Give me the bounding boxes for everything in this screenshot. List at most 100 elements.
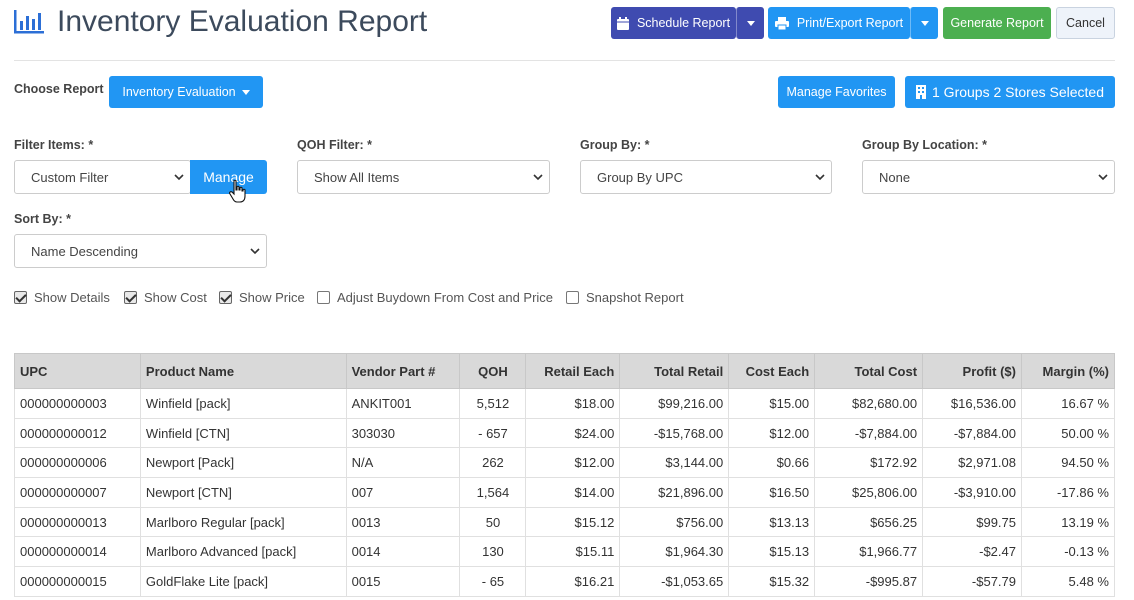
column-header[interactable]: Margin (%) <box>1021 353 1115 389</box>
vendor-part-cell: N/A <box>345 447 461 479</box>
total-retail-cell: -$1,053.65 <box>619 566 730 597</box>
schedule-report-dropdown-toggle[interactable] <box>736 7 764 39</box>
sort-by-select[interactable]: Name Descending <box>14 234 267 268</box>
upc-cell: 000000000007 <box>14 477 141 508</box>
total-retail-cell: $1,964.30 <box>619 536 730 568</box>
chevron-down-icon <box>533 174 543 181</box>
snapshot-report-checkbox[interactable]: Snapshot Report <box>566 290 684 305</box>
show-details-checkbox[interactable]: Show Details <box>14 290 110 305</box>
page-title: Inventory Evaluation Report <box>57 5 428 38</box>
column-header[interactable]: UPC <box>14 353 141 389</box>
total-cost-cell: $656.25 <box>814 506 924 538</box>
manage-favorites-button[interactable]: Manage Favorites <box>778 76 895 108</box>
cost-each-cell: $0.66 <box>728 447 816 479</box>
margin-cell: 5.48 % <box>1021 566 1115 597</box>
column-header[interactable]: Retail Each <box>525 353 621 389</box>
chevron-down-icon <box>250 248 260 255</box>
margin-cell: -0.13 % <box>1021 536 1115 568</box>
profit-cell: -$3,910.00 <box>922 477 1022 508</box>
cost-each-cell: $15.00 <box>728 388 816 419</box>
qoh-cell: 5,512 <box>459 388 527 419</box>
store-groups-button[interactable]: 1 Groups 2 Stores Selected <box>905 76 1115 108</box>
table-row: 000000000015 GoldFlake Lite [pack] 0015 … <box>14 566 1115 597</box>
upc-cell: 000000000003 <box>14 388 141 419</box>
group-by-select[interactable]: Group By UPC <box>580 160 832 194</box>
total-cost-cell: $82,680.00 <box>814 388 924 419</box>
sort-by-value: Name Descending <box>31 243 138 259</box>
group-by-location-value: None <box>879 169 911 185</box>
check-icon <box>124 291 137 304</box>
upc-cell: 000000000006 <box>14 447 141 479</box>
product-name-cell: Newport [CTN] <box>139 477 347 508</box>
cancel-button[interactable]: Cancel <box>1056 7 1115 39</box>
profit-cell: $16,536.00 <box>922 388 1022 419</box>
margin-cell: 94.50 % <box>1021 447 1115 479</box>
store-groups-label: 1 Groups 2 Stores Selected <box>932 84 1104 100</box>
qoh-cell: 262 <box>459 447 527 479</box>
vendor-part-cell: 303030 <box>345 417 461 449</box>
cost-each-cell: $13.13 <box>728 506 816 538</box>
header-divider <box>14 60 1115 61</box>
vendor-part-cell: ANKIT001 <box>345 388 461 419</box>
vendor-part-cell: 0013 <box>345 506 461 538</box>
caret-down-icon <box>746 20 755 26</box>
product-name-cell: Winfield [CTN] <box>139 417 347 449</box>
table-row: 000000000013 Marlboro Regular [pack] 001… <box>14 506 1115 538</box>
group-by-location-select[interactable]: None <box>862 160 1115 194</box>
calendar-icon <box>616 16 629 30</box>
group-by-location-label: Group By Location: * <box>862 138 987 152</box>
filter-items-label: Filter Items: * <box>14 138 94 152</box>
chevron-down-icon <box>815 174 825 181</box>
column-header[interactable]: Vendor Part # <box>345 353 461 389</box>
table-header-row: UPC Product Name Vendor Part # QOH Retai… <box>14 353 1115 389</box>
schedule-report-label: Schedule Report <box>636 16 731 30</box>
column-header[interactable]: Total Retail <box>619 353 730 389</box>
total-retail-cell: $3,144.00 <box>619 447 730 479</box>
qoh-cell: - 65 <box>459 566 527 597</box>
total-cost-cell: -$995.87 <box>814 566 924 597</box>
margin-cell: 13.19 % <box>1021 506 1115 538</box>
vendor-part-cell: 0015 <box>345 566 461 597</box>
show-details-label: Show Details <box>34 290 110 305</box>
generate-report-button[interactable]: Generate Report <box>943 7 1051 39</box>
qoh-filter-select[interactable]: Show All Items <box>297 160 550 194</box>
snapshot-report-label: Snapshot Report <box>586 290 684 305</box>
profit-cell: -$2.47 <box>922 536 1022 568</box>
sort-by-label: Sort By: * <box>14 212 71 226</box>
check-icon <box>219 291 232 304</box>
schedule-report-button[interactable]: Schedule Report <box>611 7 736 39</box>
adjust-buydown-label: Adjust Buydown From Cost and Price <box>337 290 554 305</box>
total-cost-cell: $25,806.00 <box>814 477 924 508</box>
column-header[interactable]: Cost Each <box>728 353 816 389</box>
margin-cell: 16.67 % <box>1021 388 1115 419</box>
show-price-checkbox[interactable]: Show Price <box>219 290 305 305</box>
column-header[interactable]: Total Cost <box>814 353 924 389</box>
total-cost-cell: $172.92 <box>814 447 924 479</box>
caret-down-icon <box>241 89 250 95</box>
print-export-dropdown-toggle[interactable] <box>910 7 938 39</box>
total-cost-cell: $1,966.77 <box>814 536 924 568</box>
checkbox-box <box>317 291 330 304</box>
chevron-down-icon <box>1098 174 1108 181</box>
print-export-label: Print/Export Report <box>796 16 904 30</box>
report-select-dropdown[interactable]: Inventory Evaluation <box>109 76 263 108</box>
column-header[interactable]: Profit ($) <box>922 353 1022 389</box>
manage-filter-button[interactable]: Manage <box>190 160 267 194</box>
vendor-part-cell: 007 <box>345 477 461 508</box>
total-retail-cell: -$15,768.00 <box>619 417 730 449</box>
product-name-cell: Marlboro Advanced [pack] <box>139 536 347 568</box>
total-retail-cell: $99,216.00 <box>619 388 730 419</box>
hand-cursor-icon <box>229 180 246 203</box>
profit-cell: $99.75 <box>922 506 1022 538</box>
filter-items-value: Custom Filter <box>31 169 109 185</box>
table-row: 000000000007 Newport [CTN] 007 1,564 $14… <box>14 477 1115 508</box>
adjust-buydown-checkbox[interactable]: Adjust Buydown From Cost and Price <box>317 290 553 305</box>
column-header[interactable]: Product Name <box>139 353 347 389</box>
printer-icon <box>774 16 789 30</box>
filter-items-select[interactable]: Custom Filter <box>14 160 191 194</box>
upc-cell: 000000000013 <box>14 506 141 538</box>
print-export-report-button[interactable]: Print/Export Report <box>768 7 910 39</box>
column-header[interactable]: QOH <box>459 353 527 389</box>
report-options: Show Details Show Cost Show Price Adjust… <box>14 290 714 308</box>
show-cost-checkbox[interactable]: Show Cost <box>124 290 207 305</box>
